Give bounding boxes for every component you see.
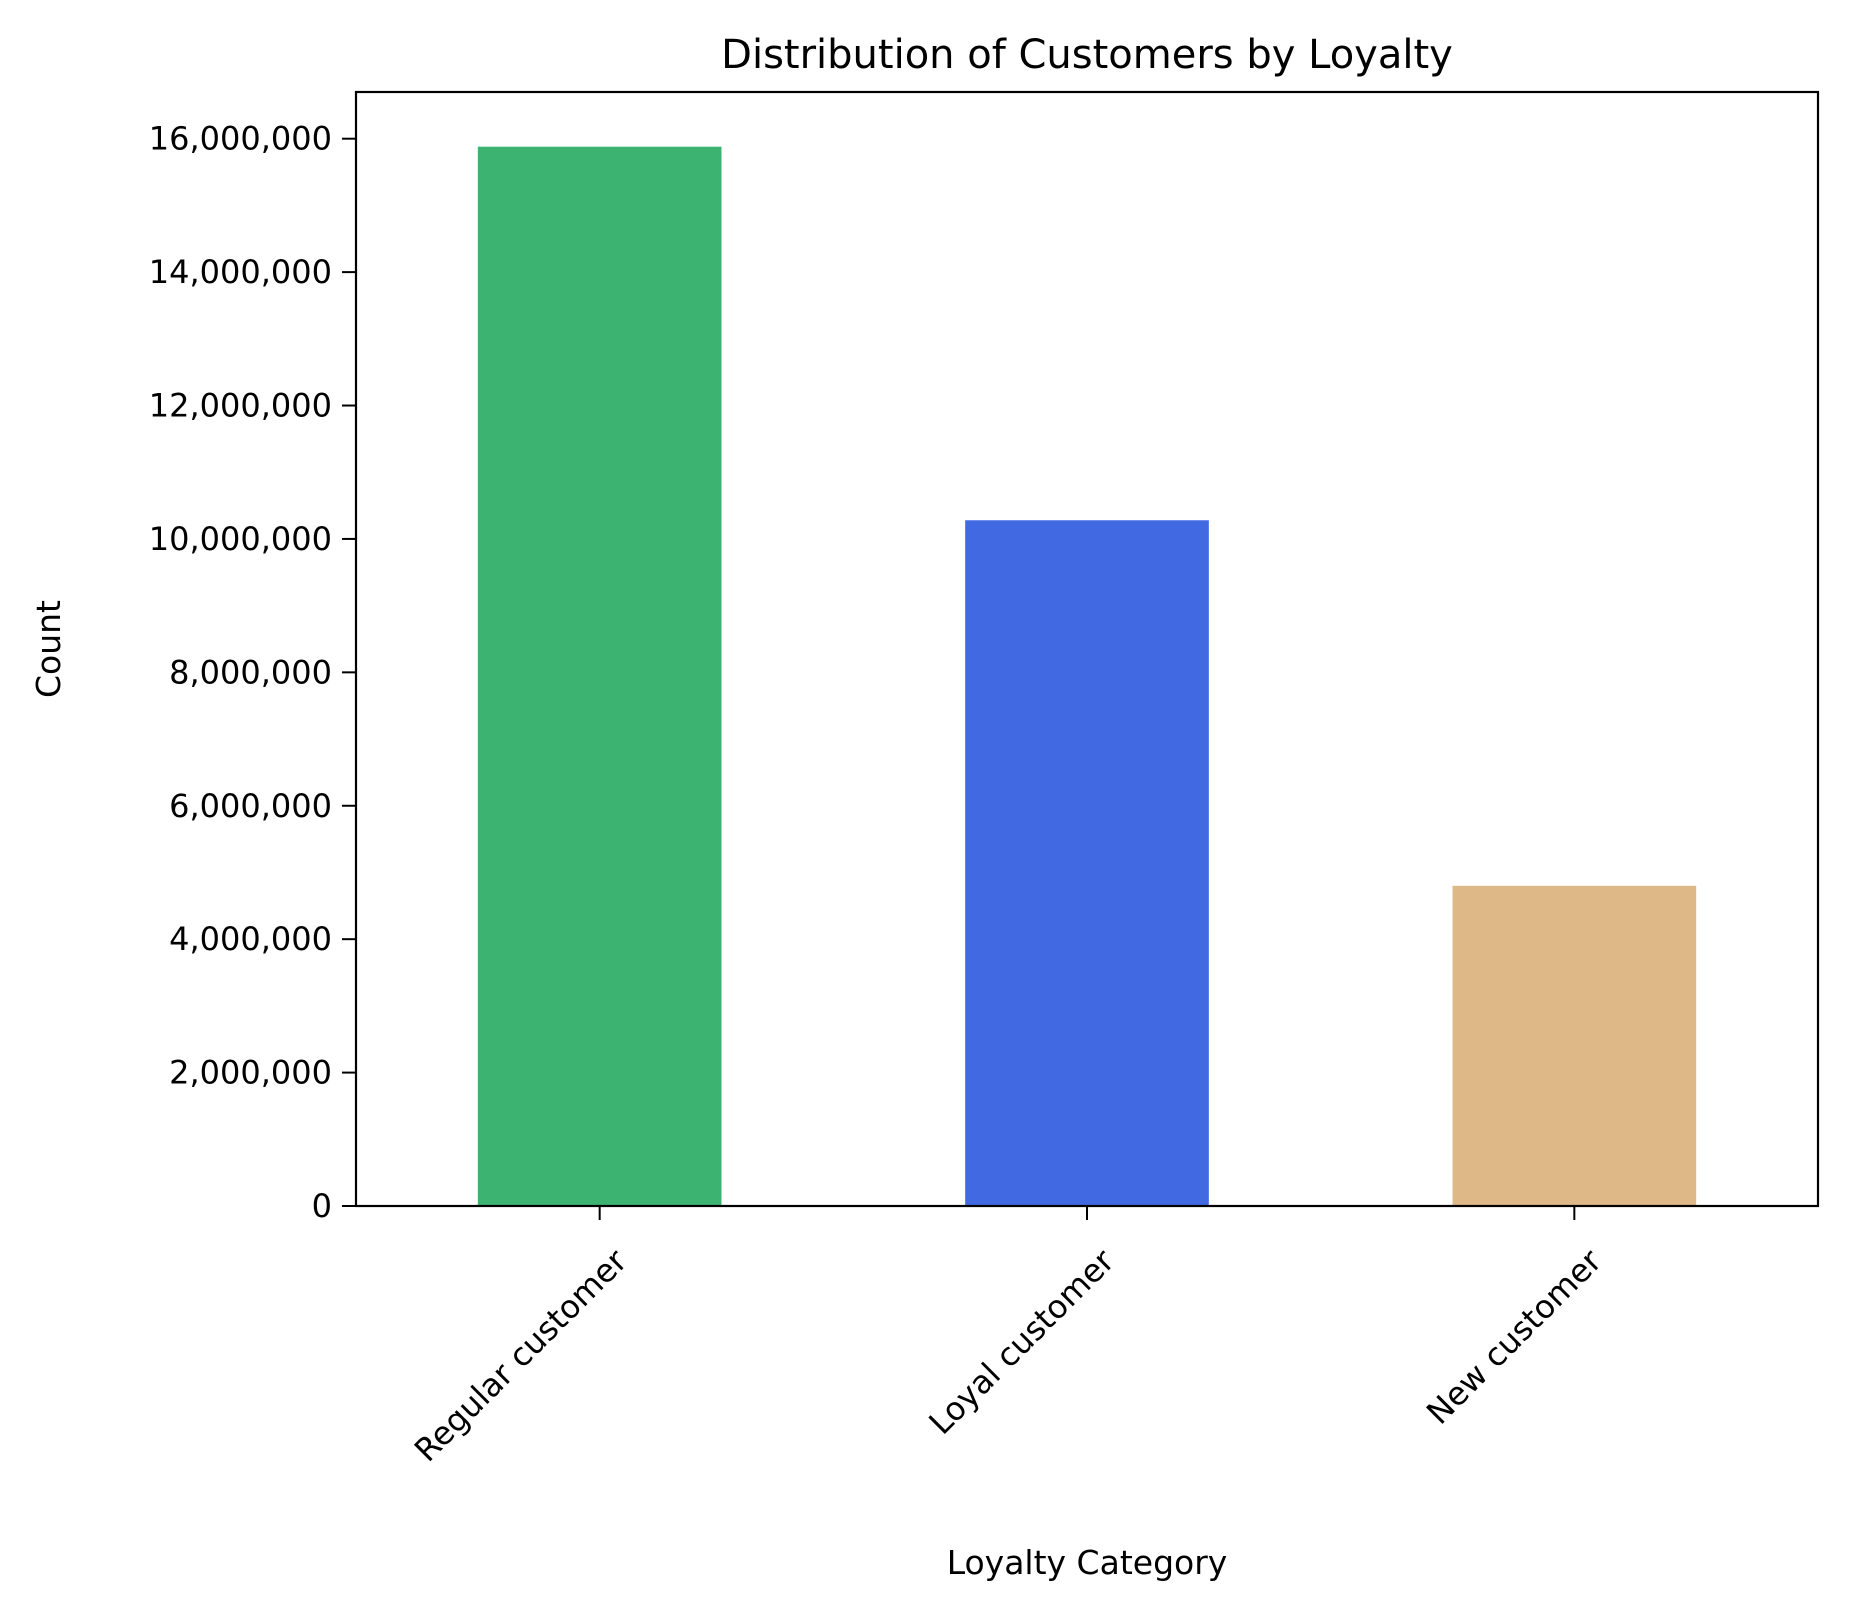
y-tick-label: 8,000,000	[169, 653, 332, 691]
y-tick-label: 2,000,000	[169, 1054, 332, 1092]
y-tick-label: 10,000,000	[149, 520, 332, 558]
bars-layer	[477, 146, 1697, 1206]
y-tick-label: 16,000,000	[149, 120, 332, 158]
chart-title: Distribution of Customers by Loyalty	[721, 32, 1453, 78]
y-tick-label: 4,000,000	[169, 920, 332, 958]
bar-new-customer	[1452, 885, 1697, 1206]
y-tick-label: 6,000,000	[169, 787, 332, 825]
plot-frame	[354, 90, 1820, 1208]
bar-regular-customer	[477, 146, 722, 1206]
bar-loyal-customer	[965, 520, 1209, 1206]
y-tick-label: 0	[312, 1187, 332, 1225]
y-tick-label: 14,000,000	[149, 253, 332, 291]
x-axis-label: Loyalty Category	[947, 1543, 1228, 1582]
y-axis-label: Count	[29, 600, 68, 698]
y-tick-label: 12,000,000	[149, 387, 332, 425]
